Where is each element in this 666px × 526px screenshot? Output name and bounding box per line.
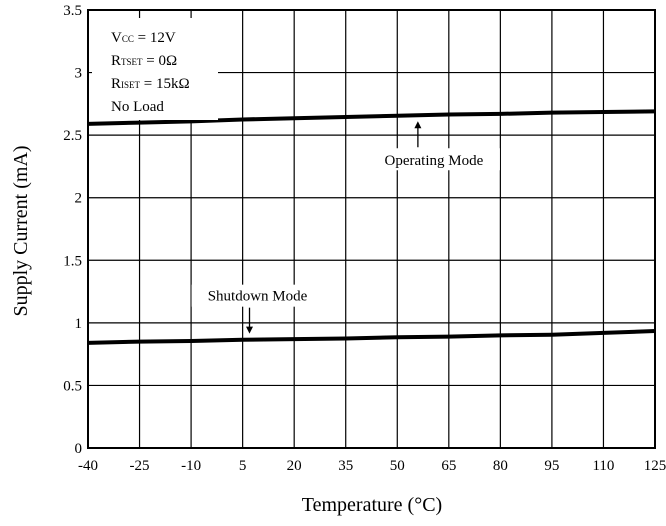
y-tick-label: 2.5: [63, 128, 82, 144]
operating-mode-line: [87, 109, 656, 126]
operating-mode-label: Operating Mode: [385, 153, 484, 169]
y-tick-label: 1.5: [63, 253, 82, 269]
grid-lines: [88, 10, 655, 448]
x-tick-label: 125: [644, 458, 666, 474]
data-series: [87, 109, 656, 345]
shutdown-mode-label-bg: [191, 284, 324, 307]
x-tick-label: 35: [338, 458, 353, 474]
y-tick-label: 3: [75, 66, 83, 82]
x-tick-label: -25: [130, 458, 150, 474]
y-tick-label: 1: [75, 316, 83, 332]
y-axis-ticks: 0 0.5 1 1.5 2 2.5 3 3.5: [63, 3, 82, 457]
x-tick-label: -40: [78, 458, 98, 474]
shutdown-mode-arrow-head: [246, 326, 254, 334]
x-tick-label: 80: [493, 458, 508, 474]
x-tick-label: -10: [181, 458, 201, 474]
condition-line: VCC = 12V: [111, 30, 176, 46]
shutdown-mode-label: Shutdown Mode: [208, 289, 308, 305]
y-tick-label: 0.5: [63, 378, 82, 394]
x-tick-label: 95: [544, 458, 559, 474]
operating-mode-label-bg: [369, 148, 500, 171]
test-conditions: VCC = 12V RTSET = 0Ω RISET = 15kΩ No Load: [92, 18, 218, 120]
plot-frame: [87, 9, 656, 449]
condition-line: No Load: [111, 99, 164, 115]
conditions-box-bg: [92, 18, 218, 120]
x-tick-label: 65: [441, 458, 456, 474]
y-axis-label: Supply Current (mA): [10, 145, 32, 316]
x-tick-label: 5: [239, 458, 247, 474]
y-tick-label: 2: [75, 191, 83, 207]
x-axis-ticks: -40 -25 -10 5 20 35 50 65 80 95 110 125: [78, 458, 666, 474]
annotations: Operating Mode Shutdown Mode: [191, 121, 500, 334]
plot-border: [87, 9, 656, 449]
y-tick-label: 3.5: [63, 3, 82, 19]
y-tick-label: 0: [75, 441, 83, 457]
x-tick-label: 20: [287, 458, 302, 474]
x-axis-label: Temperature (°C): [302, 494, 442, 516]
condition-line: RTSET = 0Ω: [111, 53, 177, 69]
x-tick-label: 110: [592, 458, 614, 474]
operating-mode-arrow-head: [414, 121, 422, 129]
x-tick-label: 50: [390, 458, 405, 474]
condition-line: RISET = 15kΩ: [111, 76, 190, 92]
shutdown-mode-line: [87, 329, 656, 345]
